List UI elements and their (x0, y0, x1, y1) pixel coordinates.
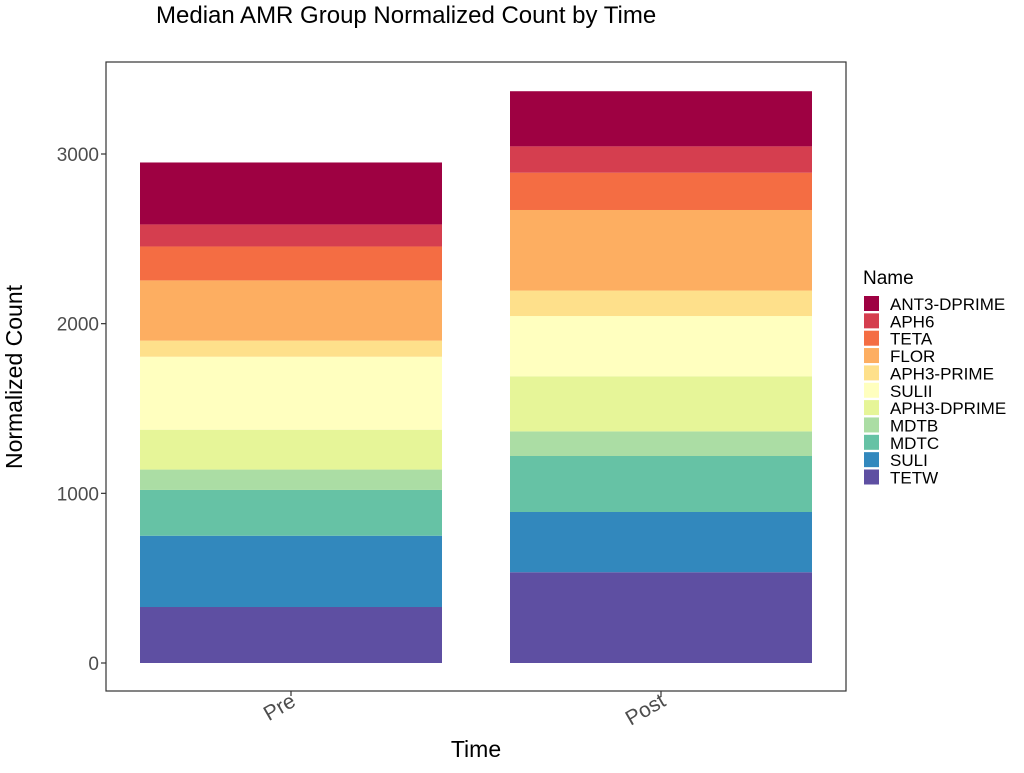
y-tick-label: 3000 (57, 145, 99, 166)
legend-label-aph6: APH6 (890, 312, 934, 331)
bar-segment-pre-teta (140, 246, 442, 281)
legend-label-flor: FLOR (890, 347, 935, 366)
bar-segment-post-aph3-prime (510, 290, 812, 317)
legend-label-aph3-dprime: APH3-DPRIME (890, 399, 1006, 418)
legend-swatch-aph6 (864, 313, 879, 329)
bar-segment-pre-mdtb (140, 469, 442, 490)
legend-label-teta: TETA (890, 330, 933, 349)
legend-swatch-sulii (864, 382, 879, 398)
plot-border (105, 61, 847, 692)
x-axis-label: Time (451, 736, 501, 762)
legend-swatch-suli (864, 452, 879, 468)
bar-segment-pre-aph6 (140, 224, 442, 247)
bar-segment-post-flor (510, 209, 812, 291)
legend: Name ANT3-DPRIMEAPH6TETAFLORAPH3-PRIMESU… (863, 268, 1006, 488)
bar-segment-post-ant3-dprime (510, 91, 812, 147)
x-tick-label: Pre (260, 689, 300, 725)
bar-segment-pre-suli (140, 535, 442, 608)
x-tick-label: Post (622, 689, 670, 730)
bar-segment-pre-mdtc (140, 489, 442, 536)
legend-swatch-aph3-prime (864, 365, 879, 381)
bar-segment-post-sulii (510, 316, 812, 377)
legend-swatch-flor (864, 348, 879, 364)
legend-swatch-mdtb (864, 417, 879, 433)
bar-segment-post-mdtc (510, 456, 812, 512)
legend-swatch-ant3-dprime (864, 296, 879, 311)
legend-label-tetw: TETW (890, 469, 938, 488)
legend-label-suli: SULI (890, 451, 928, 470)
legend-label-ant3-dprime: ANT3-DPRIME (890, 295, 1005, 314)
plot-area (105, 61, 847, 692)
bar-segment-post-teta (510, 172, 812, 210)
bar-segment-post-suli (510, 511, 812, 573)
bar-segment-post-mdtb (510, 431, 812, 457)
legend-label-aph3-prime: APH3-PRIME (890, 364, 994, 383)
bar-segment-pre-tetw (140, 607, 442, 663)
bar-segment-pre-aph3-prime (140, 340, 442, 357)
bar-segment-pre-ant3-dprime (140, 162, 442, 225)
legend-swatch-aph3-dprime (864, 400, 879, 416)
y-tick-label: 1000 (57, 484, 99, 505)
y-tick-label: 2000 (57, 315, 99, 336)
y-axis-label: Normalized Count (1, 284, 27, 469)
bar-segment-pre-sulii (140, 356, 442, 430)
bar-segment-pre-aph3-dprime (140, 429, 442, 470)
legend-swatch-tetw (864, 469, 879, 485)
legend-swatch-teta (864, 330, 879, 346)
legend-swatch-mdtc (864, 434, 879, 450)
chart-title: Median AMR Group Normalized Count by Tim… (156, 2, 656, 29)
bar-segment-pre-flor (140, 280, 442, 341)
bar-segment-post-aph3-dprime (510, 376, 812, 432)
x-axis: Pre Post (260, 689, 670, 730)
legend-label-mdtb: MDTB (890, 416, 938, 435)
y-axis: 0 1000 2000 3000 (57, 145, 106, 675)
y-tick-label: 0 (88, 654, 99, 675)
bar-segment-post-aph6 (510, 146, 812, 173)
legend-title: Name (863, 268, 914, 289)
bar-segment-post-tetw (510, 572, 812, 663)
legend-label-sulii: SULII (890, 382, 933, 401)
legend-label-mdtc: MDTC (890, 434, 939, 453)
